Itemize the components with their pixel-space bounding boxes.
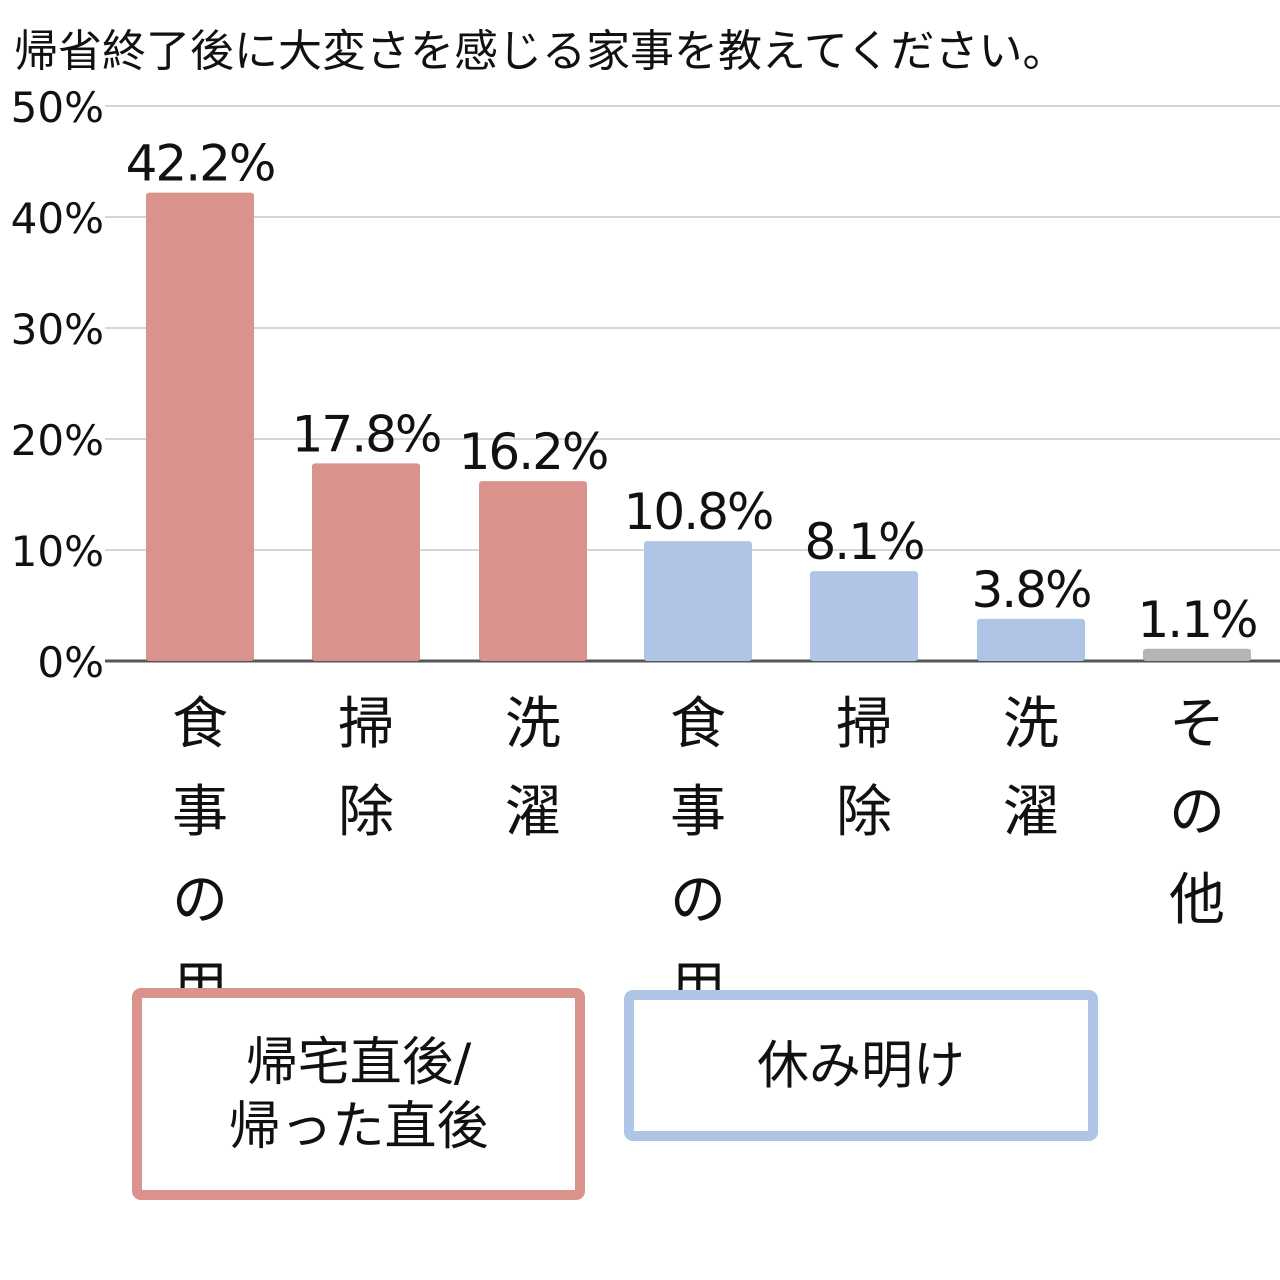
y-tick-label: 10%	[11, 527, 104, 576]
data-label: 1.1%	[1137, 591, 1256, 649]
bar	[146, 192, 254, 661]
data-label: 42.2%	[126, 135, 275, 193]
group-label: 帰宅直後/	[246, 1033, 472, 1093]
category-label: 洗濯	[1003, 692, 1059, 845]
category-label: 掃除	[338, 692, 394, 845]
data-label: 10.8%	[624, 483, 773, 541]
group-label: 帰った直後	[228, 1097, 488, 1157]
y-tick-label: 30%	[11, 305, 104, 354]
bar	[1143, 648, 1251, 661]
y-tick-label: 40%	[11, 194, 104, 243]
bar	[312, 463, 420, 661]
chart-title: 帰省終了後に大変さを感じる家事を教えてください。	[14, 26, 1066, 77]
y-tick-label: 0%	[37, 638, 104, 687]
bar	[479, 481, 587, 661]
y-tick-label: 20%	[11, 416, 104, 465]
data-label: 17.8%	[292, 405, 441, 463]
bar	[977, 618, 1085, 661]
bars	[146, 192, 1251, 661]
group-label: 休み明け	[757, 1037, 965, 1097]
bar	[644, 541, 752, 661]
data-label: 8.1%	[804, 513, 923, 571]
group-box	[132, 988, 585, 1200]
category-label: 洗濯	[505, 692, 561, 845]
category-label: その他	[1169, 692, 1225, 933]
category-label: 掃除	[836, 692, 892, 845]
data-label: 3.8%	[971, 561, 1090, 619]
group-box	[624, 990, 1098, 1141]
data-label: 16.2%	[459, 423, 608, 481]
y-tick-label: 50%	[11, 83, 104, 132]
group-boxes: 帰宅直後/帰った直後 休み明け	[132, 988, 1098, 1200]
grid: 0% 10% 20% 30% 40% 50%	[11, 83, 1280, 687]
bar	[810, 571, 918, 661]
data-labels: 42.2% 17.8% 16.2% 10.8% 8.1% 3.8% 1.1%	[126, 135, 1259, 649]
